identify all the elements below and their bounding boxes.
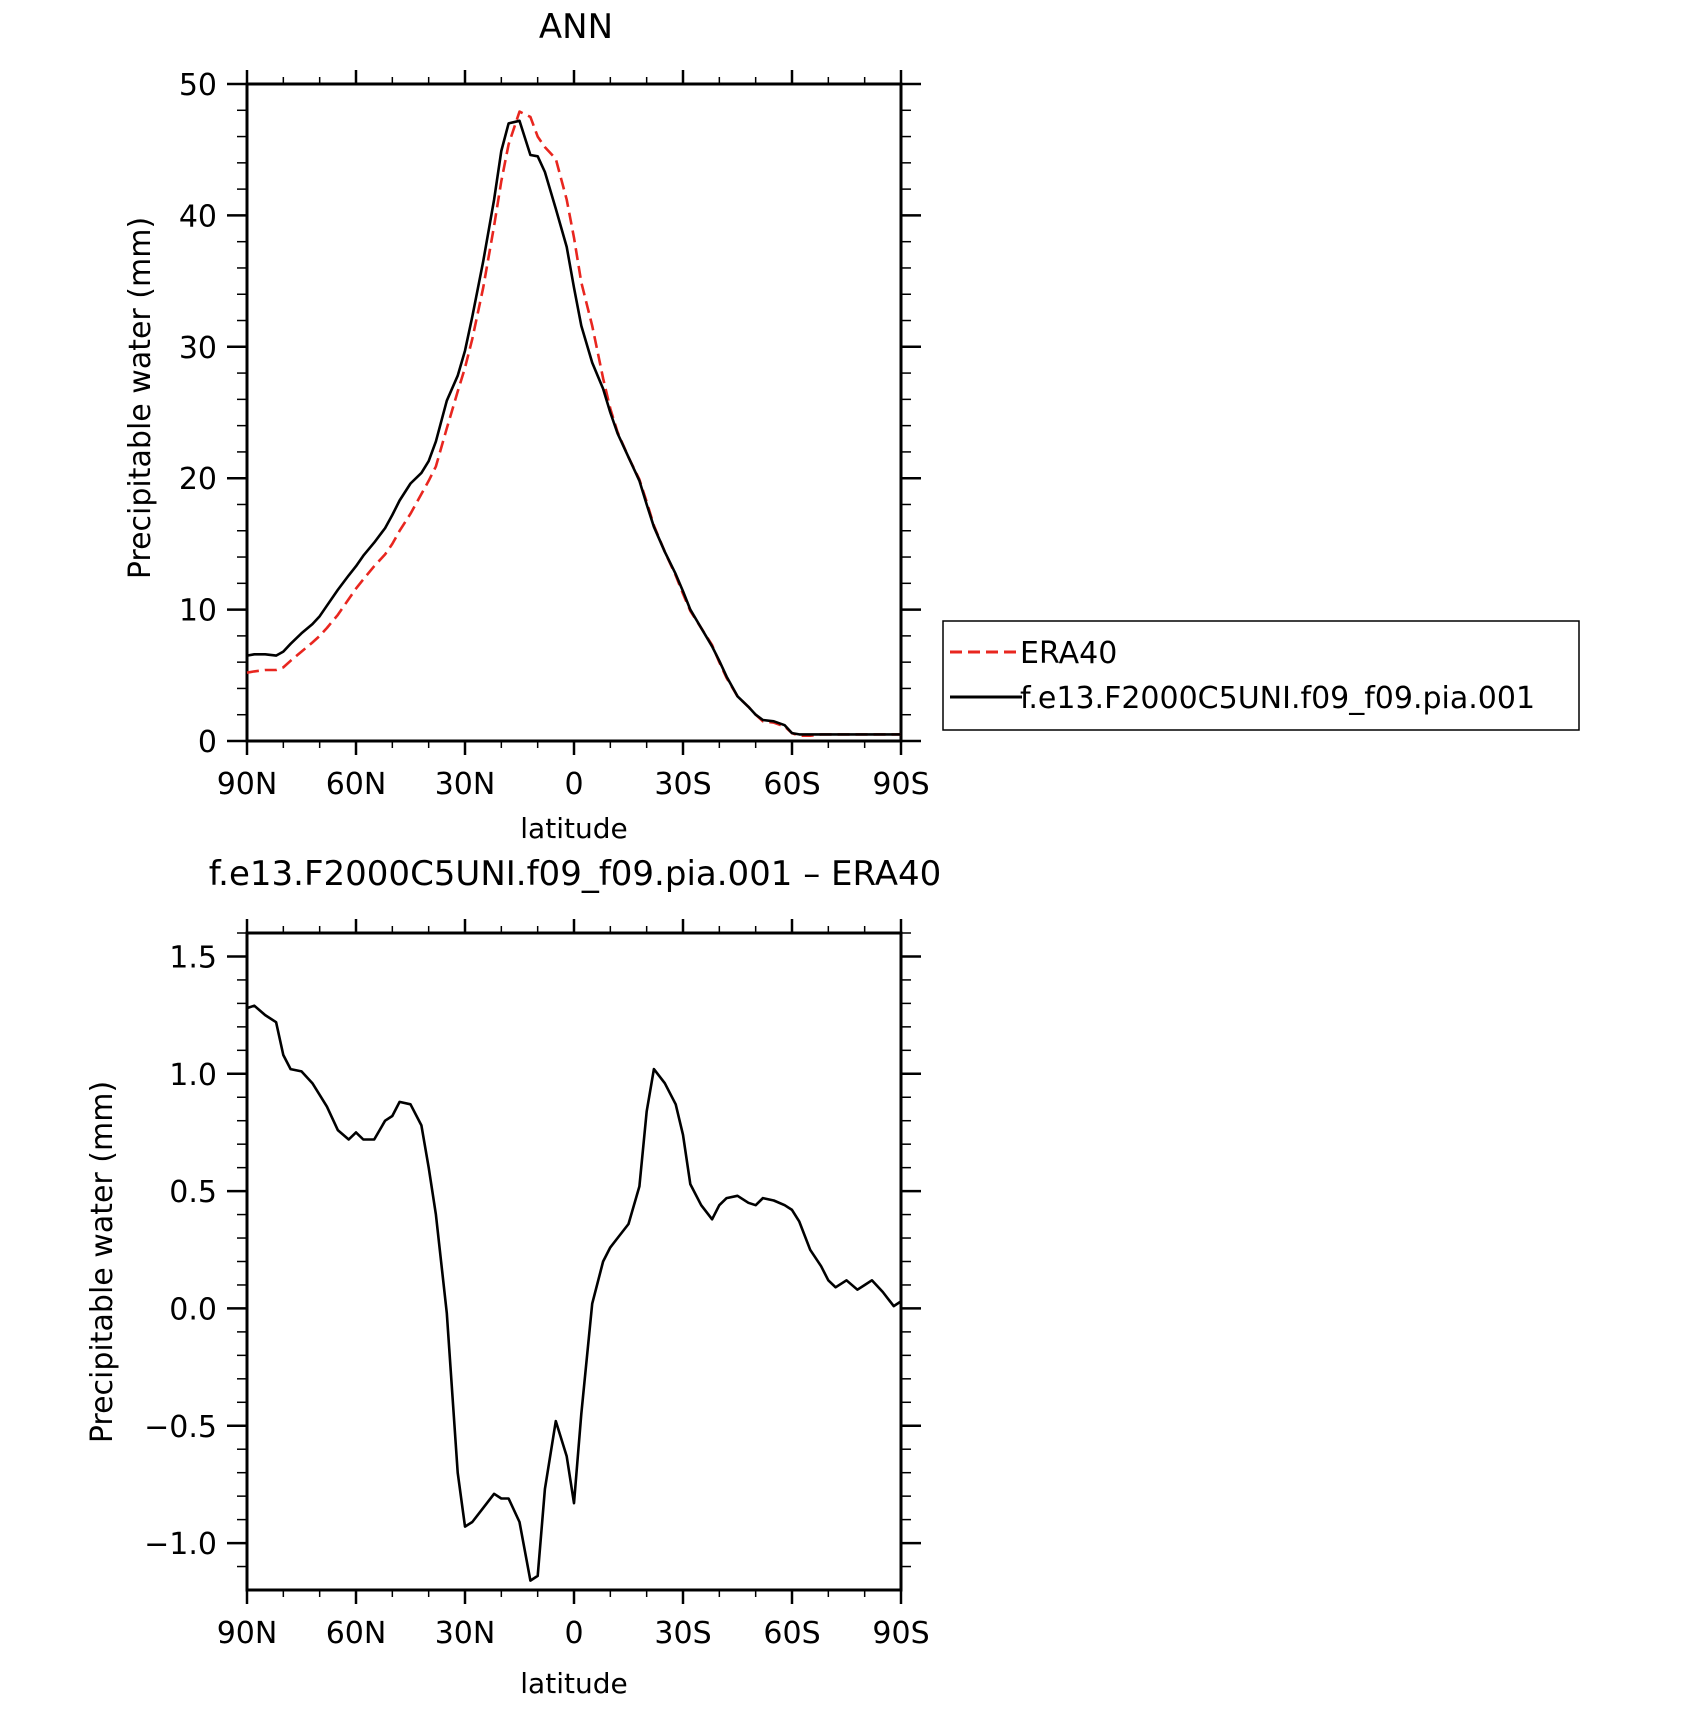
x-tick-label: 60S	[763, 767, 820, 802]
y-tick-label: −1.0	[144, 1527, 217, 1562]
x-axis-label: latitude	[520, 1667, 627, 1700]
axis-ticks	[227, 70, 921, 755]
x-axis-label: latitude	[520, 812, 627, 845]
series-lines	[246, 1004, 902, 1582]
y-tick-labels: 0 10 20 30 40 50	[179, 68, 217, 760]
y-tick-label: 30	[179, 331, 217, 366]
chart-title: f.e13.F2000C5UNI.f09_f09.pia.001 – ERA40	[209, 854, 942, 894]
legend-box	[942, 620, 1580, 731]
legend: ERA40 f.e13.F2000C5UNI.f09_f09.pia.001	[942, 620, 1580, 731]
y-tick-label: 0	[198, 725, 217, 760]
y-axis-label: Precipitable water (mm)	[85, 1081, 120, 1443]
plot-frame	[245, 82, 903, 743]
x-tick-label: 0	[564, 767, 583, 802]
series-lines	[246, 110, 901, 738]
y-tick-label: 1.0	[169, 1058, 217, 1093]
annual-precipitable-water-chart: ANN 0 10 20 30 40 50 90N 60N 30N 0 30S 60S 90S lati…	[123, 7, 1580, 845]
x-tick-labels: 90N 60N 30N 0 30S 60S 90S	[217, 767, 930, 802]
x-tick-label: 0	[564, 1616, 583, 1651]
x-tick-label: 60N	[326, 767, 387, 802]
y-tick-label: 0.5	[169, 1175, 217, 1210]
y-tick-label: 20	[179, 462, 217, 497]
x-tick-label: 90S	[872, 1616, 929, 1651]
y-tick-label: 40	[179, 199, 217, 234]
y-tick-label: 50	[179, 68, 217, 103]
x-tick-label: 90N	[217, 767, 278, 802]
y-tick-label: 10	[179, 594, 217, 629]
x-tick-label: 90N	[217, 1616, 278, 1651]
x-tick-label: 30S	[654, 1616, 711, 1651]
series-line-difference	[246, 1004, 902, 1582]
y-tick-label: 0.0	[169, 1292, 217, 1327]
difference-chart: f.e13.F2000C5UNI.f09_f09.pia.001 – ERA40…	[85, 854, 941, 1700]
series-line-f-e13-f2000c5uni-f09-f09-pia-001	[246, 119, 901, 736]
legend-label-era40: ERA40	[1020, 636, 1117, 671]
series-line-era40	[246, 110, 901, 738]
y-tick-label: 1.5	[169, 940, 217, 975]
x-tick-labels: 90N 60N 30N 0 30S 60S 90S	[217, 1616, 930, 1651]
y-tick-label: −0.5	[144, 1410, 217, 1445]
x-tick-label: 30S	[654, 767, 711, 802]
x-tick-label: 30N	[435, 1616, 496, 1651]
legend-label-model: f.e13.F2000C5UNI.f09_f09.pia.001	[1020, 681, 1535, 716]
x-tick-label: 60N	[326, 1616, 387, 1651]
axis-ticks	[227, 919, 921, 1604]
chart-title: ANN	[539, 7, 613, 47]
x-tick-label: 30N	[435, 767, 496, 802]
x-tick-label: 60S	[763, 1616, 820, 1651]
x-tick-label: 90S	[872, 767, 929, 802]
y-axis-label: Precipitable water (mm)	[123, 217, 158, 579]
y-tick-labels: 1.5 1.0 0.5 0.0 −0.5 −1.0	[144, 940, 217, 1562]
